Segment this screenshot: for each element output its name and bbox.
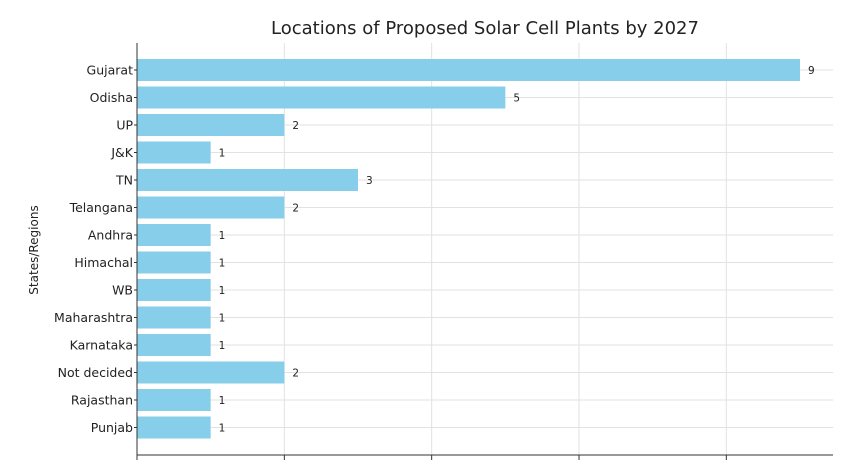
- value-label: 5: [513, 93, 520, 105]
- bar: [137, 279, 211, 301]
- bar: [137, 334, 211, 356]
- bar: [137, 416, 211, 439]
- value-label: 1: [219, 423, 226, 435]
- category-label: Telangana: [69, 200, 133, 215]
- value-label: 2: [292, 368, 299, 380]
- bar: [137, 141, 211, 164]
- category-label: Gujarat: [87, 63, 134, 78]
- value-label: 1: [219, 340, 226, 352]
- bar: [137, 306, 211, 329]
- category-label: Andhra: [88, 228, 133, 243]
- bar: [137, 389, 211, 411]
- value-label: 1: [219, 395, 226, 407]
- category-label: TN: [115, 173, 133, 188]
- category-labels: Gujarat Odisha UP J&K TN Telangana Andhra Himac…: [54, 63, 134, 436]
- value-label: 2: [292, 203, 299, 215]
- bar: [137, 196, 285, 219]
- bar: [137, 169, 358, 191]
- bar: [137, 224, 211, 246]
- bars: [137, 59, 800, 439]
- value-label: 1: [219, 313, 226, 325]
- value-labels: 9 5 2 1 3 2 1 1 1 1 1 2 1 1: [219, 65, 815, 435]
- bar: [137, 251, 211, 274]
- value-label: 2: [292, 120, 299, 132]
- category-label: Rajasthan: [71, 393, 133, 408]
- category-label: UP: [116, 118, 133, 133]
- category-label: WB: [112, 283, 133, 298]
- category-label: Himachal: [74, 255, 133, 270]
- y-axis-label: States/Regions: [27, 205, 41, 294]
- category-label: Odisha: [90, 90, 133, 105]
- category-label: Karnataka: [70, 338, 133, 353]
- value-label: 1: [219, 258, 226, 270]
- category-label: J&K: [110, 145, 133, 160]
- category-label: Not decided: [58, 365, 133, 380]
- bar: [137, 86, 506, 109]
- value-label: 1: [219, 148, 226, 160]
- bar: [137, 114, 285, 136]
- bar: [137, 361, 285, 384]
- value-label: 3: [366, 175, 373, 187]
- value-label: 1: [219, 230, 226, 242]
- value-label: 9: [808, 65, 815, 77]
- category-label: Maharashtra: [54, 310, 133, 325]
- value-label: 1: [219, 285, 226, 297]
- axes: [134, 43, 833, 460]
- bar: [137, 59, 800, 81]
- category-label: Punjab: [91, 420, 133, 435]
- chart-title: Locations of Proposed Solar Cell Plants …: [271, 18, 699, 39]
